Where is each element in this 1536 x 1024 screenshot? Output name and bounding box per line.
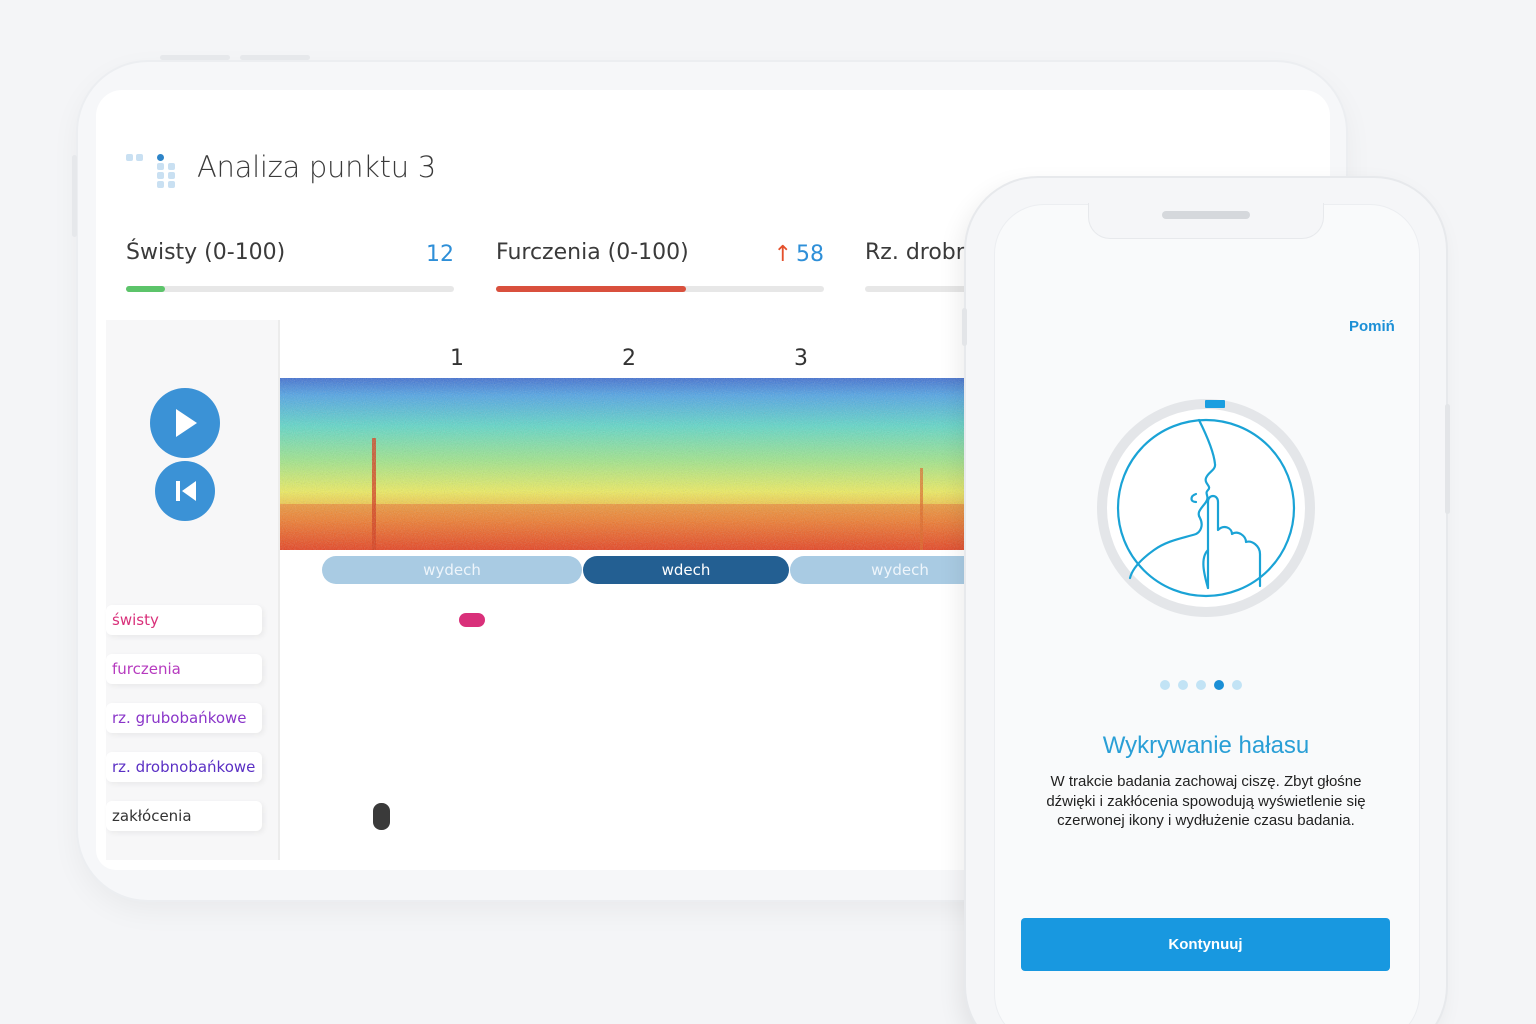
- phase-exhale[interactable]: wydech: [322, 556, 582, 584]
- event-marker-noise[interactable]: [373, 803, 390, 830]
- spectrogram: [280, 378, 980, 550]
- play-icon: [176, 409, 197, 437]
- segment-number: 2: [622, 346, 636, 371]
- event-label-wheezes[interactable]: świsty: [106, 605, 262, 635]
- pager-dot[interactable]: [1178, 680, 1188, 690]
- trend-up-icon: ↑: [773, 242, 792, 267]
- continue-button[interactable]: Kontynuuj: [1021, 918, 1390, 971]
- page-title: Analiza punktu 3: [197, 150, 436, 184]
- pager-dot[interactable]: [1232, 680, 1242, 690]
- phone-side-button: [1445, 404, 1450, 514]
- phone-speaker: [1162, 211, 1250, 219]
- skip-back-icon: [176, 481, 196, 501]
- tablet-side-button: [72, 155, 77, 237]
- metric-bar-fill: [126, 286, 166, 292]
- tablet-top-button: [160, 55, 230, 60]
- metric-wheezes: Świsty (0-100) 12: [126, 240, 454, 300]
- pager-dot[interactable]: [1160, 680, 1170, 690]
- panel-divider: [278, 320, 280, 860]
- event-marker-wheeze[interactable]: [459, 613, 485, 627]
- pager-dot[interactable]: [1196, 680, 1206, 690]
- event-label-noise[interactable]: zakłócenia: [106, 801, 262, 831]
- phone-notch: [1088, 203, 1324, 239]
- screen-heading: Wykrywanie hałasu: [1102, 732, 1310, 759]
- pager-dots: [1160, 679, 1252, 691]
- pager-dot-active[interactable]: [1214, 680, 1224, 690]
- rewind-button[interactable]: [155, 461, 215, 521]
- segment-number: 3: [794, 346, 808, 371]
- event-label-rhonchi[interactable]: furczenia: [106, 654, 262, 684]
- metric-label: Świsty (0-100): [126, 240, 286, 265]
- event-label-coarse-crackles[interactable]: rz. grubobańkowe: [106, 703, 262, 733]
- play-button[interactable]: [150, 388, 220, 458]
- event-label-fine-crackles[interactable]: rz. drobnobańkowe: [106, 752, 262, 782]
- metric-bar: [496, 286, 824, 292]
- metric-label: Rz. drobn: [865, 240, 970, 265]
- metric-value: ↑ 58: [773, 242, 824, 267]
- metric-bar: [126, 286, 454, 292]
- phone-side-button: [962, 308, 967, 346]
- phase-inhale[interactable]: wdech: [583, 556, 789, 584]
- metric-rhonchi: Furczenia (0-100) ↑ 58: [496, 240, 824, 300]
- segment-number: 1: [450, 346, 464, 371]
- skip-link[interactable]: Pomiń: [1349, 318, 1395, 335]
- silence-face-icon: [1097, 399, 1315, 617]
- screen-description: W trakcie badania zachowaj ciszę. Zbyt g…: [1046, 773, 1366, 829]
- metric-value: 12: [426, 242, 454, 267]
- tablet-top-button: [240, 55, 310, 60]
- metric-bar-fill: [496, 286, 687, 292]
- app-logo-icon: [126, 154, 180, 188]
- metric-label: Furczenia (0-100): [496, 240, 689, 265]
